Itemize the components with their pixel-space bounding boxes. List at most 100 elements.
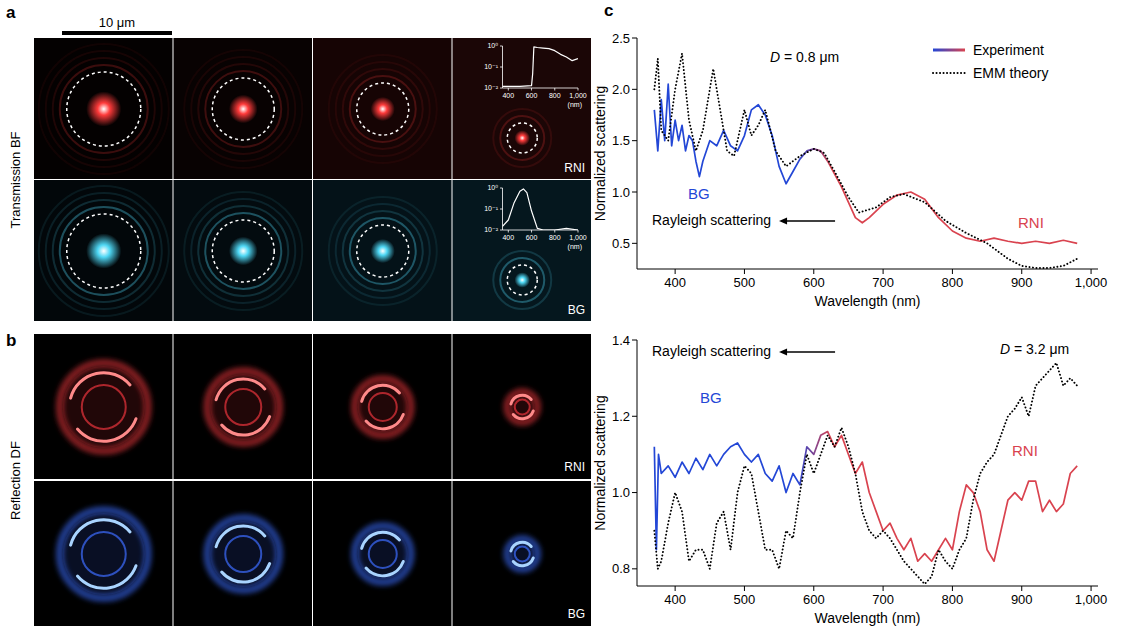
chart: 4005006007008009001,0000.81.01.21.4Wavel… bbox=[592, 333, 1107, 626]
outer-ring bbox=[355, 526, 411, 582]
fringe bbox=[39, 186, 169, 316]
inset-chart: 4006008001,00010⁰10⁻¹10⁻²(nm) bbox=[484, 184, 587, 250]
chart: 4005006007008009001,0000.51.01.52.02.5Wa… bbox=[592, 31, 1107, 309]
y-tick bbox=[632, 340, 637, 341]
bright-arc bbox=[511, 395, 531, 404]
x-tick bbox=[508, 88, 509, 91]
annotation: Rayleigh scattering bbox=[652, 212, 771, 228]
x-tick bbox=[554, 88, 555, 91]
inset-chart: 4006008001,00010⁰10⁻¹10⁻²(nm) bbox=[484, 42, 587, 108]
y-tick-label: 1.0 bbox=[612, 485, 630, 500]
x-tick-label: 600 bbox=[526, 92, 538, 99]
y-tick bbox=[500, 46, 503, 47]
image-background bbox=[174, 334, 313, 479]
bright-arc bbox=[222, 417, 270, 435]
x-tick-label: 900 bbox=[1011, 592, 1033, 607]
scatter-haze bbox=[510, 542, 534, 566]
image-background bbox=[34, 481, 173, 626]
x-tick-label: 800 bbox=[549, 92, 561, 99]
y-tick-label: 0.8 bbox=[612, 561, 630, 576]
legend-label: Experiment bbox=[973, 42, 1044, 58]
inner-ring bbox=[225, 389, 261, 425]
transmitted-spot bbox=[371, 239, 395, 263]
y-axis bbox=[637, 340, 638, 586]
x-tick bbox=[531, 230, 532, 233]
x-tick-label: 1,000 bbox=[1075, 592, 1108, 607]
fringe bbox=[493, 109, 551, 167]
arrow-shaft bbox=[785, 351, 835, 352]
core-outline bbox=[507, 123, 537, 153]
fringe bbox=[46, 51, 162, 167]
x-tick-label: 600 bbox=[803, 592, 825, 607]
annotation: RNI bbox=[1012, 442, 1038, 459]
y-tick bbox=[500, 67, 503, 68]
series-line bbox=[654, 363, 1077, 584]
x-tick-label: 500 bbox=[734, 592, 756, 607]
x-tick-label: 800 bbox=[942, 592, 964, 607]
bright-arc bbox=[511, 542, 531, 551]
x-tick-label: 700 bbox=[872, 592, 894, 607]
y-tick bbox=[632, 89, 637, 90]
image-background bbox=[313, 481, 452, 626]
y-axis-title: Normalized scattering bbox=[592, 86, 608, 221]
image-background bbox=[174, 481, 313, 626]
series-line bbox=[503, 47, 579, 86]
x-tick bbox=[813, 586, 814, 591]
bright-arc bbox=[222, 564, 270, 582]
x-tick-label: 500 bbox=[734, 275, 756, 290]
image-background bbox=[313, 334, 452, 479]
y-tick-label: 1.5 bbox=[612, 133, 630, 148]
fringe bbox=[343, 211, 423, 291]
fringe bbox=[39, 44, 169, 174]
outer-ring bbox=[60, 363, 148, 451]
transmitted-spot bbox=[229, 237, 258, 266]
transmitted-spot bbox=[371, 97, 395, 121]
y-tick-label: 2.0 bbox=[612, 82, 630, 97]
fringe bbox=[500, 258, 544, 302]
image-background bbox=[453, 38, 592, 179]
inner-ring bbox=[369, 393, 397, 421]
x-tick-label: 900 bbox=[1011, 275, 1033, 290]
y-tick bbox=[500, 230, 503, 231]
fringe bbox=[336, 62, 430, 156]
series-line bbox=[654, 432, 1077, 562]
image-background bbox=[453, 334, 592, 479]
x-tick-label: 400 bbox=[664, 592, 686, 607]
outer-ring bbox=[60, 510, 148, 598]
annotation: RNI bbox=[1018, 214, 1044, 231]
image-background bbox=[34, 38, 173, 179]
x-tick bbox=[744, 586, 745, 591]
y-tick bbox=[500, 209, 503, 210]
x-axis bbox=[503, 88, 579, 89]
panel-letter: a bbox=[6, 3, 16, 22]
core-outline bbox=[67, 72, 141, 146]
x-tick-label: 800 bbox=[549, 234, 561, 241]
bright-arc bbox=[362, 532, 400, 548]
arrow-head bbox=[779, 218, 787, 225]
fringe bbox=[329, 55, 437, 163]
x-axis bbox=[637, 269, 1098, 270]
inner-ring bbox=[515, 547, 530, 562]
y-tick-label: 10⁻¹ bbox=[484, 205, 498, 212]
fringe bbox=[350, 76, 416, 142]
annotation: Rayleigh scattering bbox=[652, 343, 771, 359]
bright-arc bbox=[362, 385, 400, 401]
outer-ring bbox=[355, 379, 411, 435]
fringe bbox=[205, 213, 281, 289]
series-group bbox=[503, 189, 579, 230]
fringe bbox=[60, 65, 148, 153]
y-tick-label: 10⁻² bbox=[484, 226, 498, 233]
scatter-haze bbox=[510, 395, 534, 419]
core-outline bbox=[357, 225, 409, 277]
y-axis-title: Normalized scattering bbox=[592, 395, 608, 530]
fringe bbox=[343, 69, 423, 149]
annotation: BG bbox=[700, 389, 722, 406]
series-group bbox=[503, 47, 579, 86]
y-tick bbox=[632, 38, 637, 39]
image-background bbox=[174, 38, 313, 179]
series-group bbox=[654, 363, 1077, 584]
inner-ring bbox=[82, 532, 126, 576]
fringe bbox=[350, 218, 416, 284]
chart-title: D = 3.2 μm bbox=[1000, 341, 1069, 357]
bright-arc bbox=[216, 379, 265, 400]
